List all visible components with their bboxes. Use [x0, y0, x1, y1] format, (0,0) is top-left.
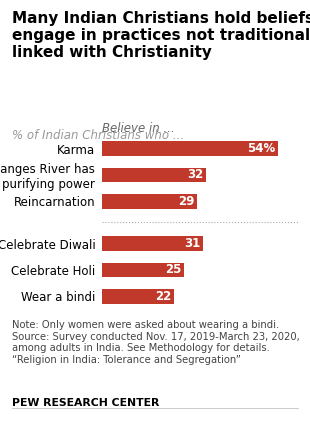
Text: Believe in ...: Believe in ...	[102, 123, 175, 135]
Bar	[102, 141, 278, 156]
Text: Many Indian Christians hold beliefs,
engage in practices not traditionally
linke: Many Indian Christians hold beliefs, eng…	[12, 11, 310, 60]
Text: % of Indian Christians who ...: % of Indian Christians who ...	[12, 129, 184, 142]
Text: 29: 29	[178, 195, 194, 208]
Text: 32: 32	[188, 168, 204, 181]
Text: 25: 25	[165, 263, 181, 276]
Text: PEW RESEARCH CENTER: PEW RESEARCH CENTER	[12, 398, 160, 408]
Bar	[102, 168, 206, 182]
Bar	[102, 194, 197, 209]
Text: Note: Only women were asked about wearing a bindi.
Source: Survey conducted Nov.: Note: Only women were asked about wearin…	[12, 320, 300, 365]
Bar	[102, 289, 174, 304]
Text: 22: 22	[155, 290, 171, 303]
Text: 54%: 54%	[247, 142, 276, 155]
Text: 31: 31	[184, 237, 201, 250]
Bar	[102, 236, 203, 251]
Bar	[102, 263, 184, 277]
